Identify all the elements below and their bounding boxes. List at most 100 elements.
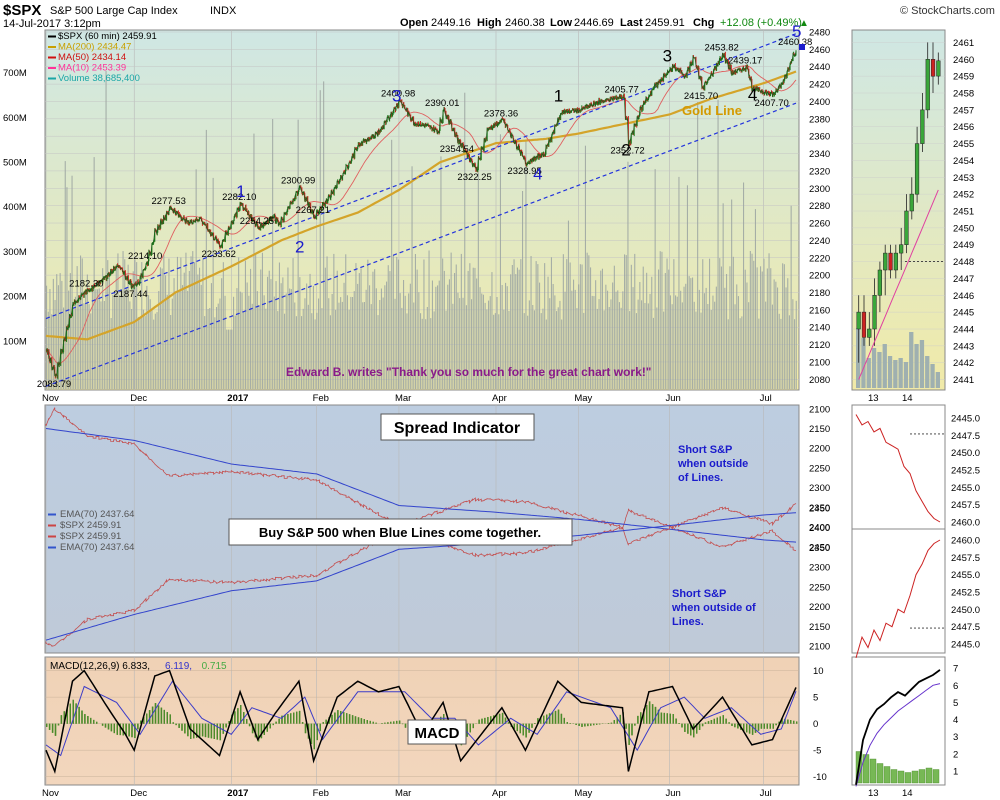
volume-bar [542,308,544,389]
volume-bar [51,314,53,389]
volume-bar [557,307,559,389]
intraday-axis-tick: 2454 [953,156,974,167]
volume-bar [727,319,729,389]
volume-bar [299,277,301,389]
volume-bar [620,307,622,389]
volume-bar [775,281,777,389]
volume-bar [387,265,389,389]
volume-bar [663,311,665,389]
intraday-spread-line [855,414,941,523]
ma200-line [45,70,797,341]
volume-bar [467,270,469,389]
volume-bar [658,269,660,389]
volume-bar [275,281,277,389]
intraday-axis-tick: 2460 [953,55,974,66]
volume-bar [765,301,767,389]
volume-bar [756,267,758,389]
macd-histogram-bar [790,720,792,724]
macd-date-tick: Jun [666,788,681,799]
volume-bar [471,299,473,389]
volume-bar [54,300,56,389]
volume-bar [282,277,284,389]
volume-bar [119,294,121,389]
volume-bar [460,253,462,389]
volume-bar [158,291,160,389]
volume-bar [110,318,112,389]
volume-bar [484,302,486,389]
macd-histogram-bar [663,712,665,724]
macd-axis-tick: 0 [813,719,818,730]
intraday-spread-tick: 2450.0 [951,448,980,459]
volume-bar [389,271,391,389]
macd-histogram-bar [778,721,780,724]
macd-histogram-bar [116,723,118,735]
macd-histogram-bar [643,708,645,724]
macd-date-tick: Nov [42,788,59,799]
volume-bar [409,283,411,389]
macd-histogram-bar [151,706,154,724]
intraday-axis-tick: 2452 [953,190,974,201]
volume-bar [229,329,231,389]
intraday-macd-hist [925,767,933,784]
volume-bar [131,309,133,389]
macd-histogram-bar [704,722,707,724]
macd-histogram-bar [498,713,501,724]
channel-line [45,102,797,387]
macd-histogram-bar [522,723,524,736]
volume-bar [574,289,576,389]
index-name: S&P 500 Large Cap Index [50,5,178,17]
volume-bar [522,191,524,389]
volume-bar [280,283,282,389]
legend-spread-entry: $SPX 2459.91 [60,531,121,542]
price-date-tick: Jul [760,393,772,404]
macd-histogram-bar [254,723,257,738]
volume-bar [307,304,309,389]
macd-histogram-bar [363,719,365,724]
macd-histogram-bar [354,716,357,724]
legend-swatch [48,35,56,38]
volume-bar [374,269,376,389]
macd-histogram-bar [248,723,251,727]
macd-histogram-bar [734,723,736,728]
macd-histogram-bar [298,710,301,724]
price-date-tick: Feb [313,393,329,404]
macd-histogram-bar [769,723,771,729]
volume-bar [632,287,634,389]
axis-labels: 2080210021202140216021802200222022402260… [3,28,830,800]
macd-histogram-bar [246,719,248,724]
macd-histogram-bar [478,719,480,724]
intraday-macd-tick: 4 [953,715,958,726]
spread-axis-tick-top: 2200 [809,444,830,455]
volume-bar [125,287,127,389]
macd-date-tick: 2017 [227,788,248,799]
macd-histogram-bar [628,723,630,745]
volume-bar [144,316,146,389]
volume-bar [540,313,542,389]
volume-bar [780,318,782,389]
legend-swatch [48,535,56,538]
volume-bar [627,161,629,389]
volume-bar [763,258,765,389]
price-axis-tick: 2140 [809,323,830,334]
volume-bar [212,177,214,389]
volume-bar [686,185,688,389]
macd-histogram-bar [322,722,324,724]
intraday-axis-tick: 2458 [953,89,974,100]
volume-bar [532,305,534,389]
price-series [45,50,797,380]
last-value: 2459.91 [645,17,685,29]
volume-bar [428,250,430,389]
macd-histogram-bar [172,722,174,724]
macd-histogram-bar [743,723,745,731]
macd-histogram-bar [101,723,104,726]
volume-bar [76,266,78,389]
intraday-macd-hist [883,766,891,784]
macd-histogram-bar [516,723,518,732]
macd-histogram-bar [193,723,195,739]
volume-bar [748,302,750,389]
volume-bar [583,312,585,389]
intraday-volume-bar [925,356,930,388]
volume-bar [766,268,768,389]
volume-bar [312,285,314,389]
intraday-volume-bar [903,362,909,388]
